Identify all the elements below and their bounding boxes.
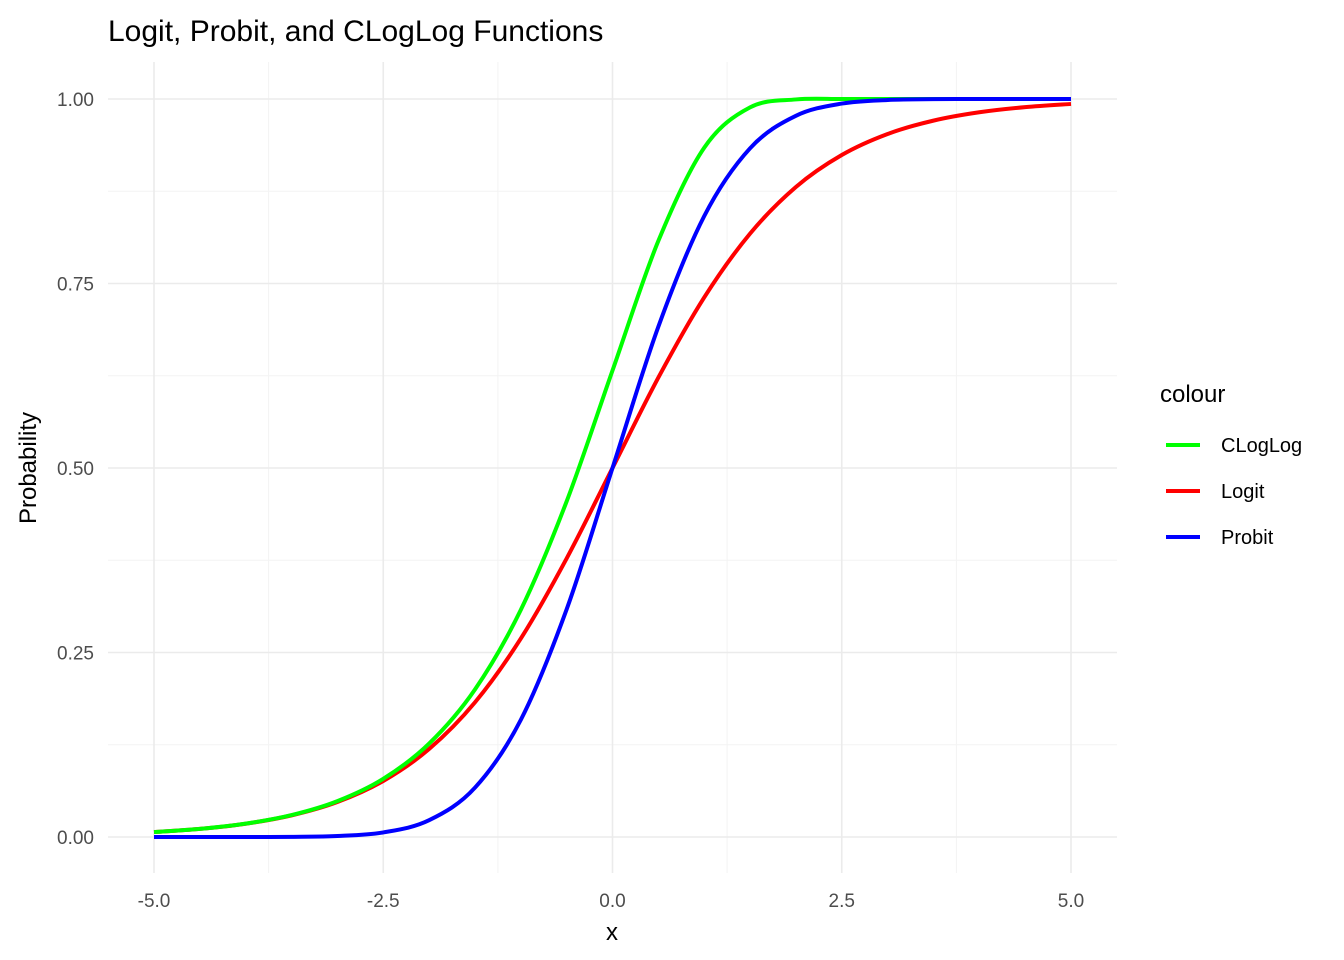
- legend-label-logit: Logit: [1221, 481, 1265, 503]
- legend-title: colour: [1160, 381, 1225, 408]
- legend-label-probit: Probit: [1221, 527, 1274, 549]
- x-axis-title: x: [606, 919, 618, 946]
- x-tick-label: 5.0: [1058, 891, 1084, 912]
- legend-label-cloglog: CLogLog: [1221, 435, 1302, 457]
- grid: [108, 62, 1117, 873]
- series-lines: [153, 96, 1072, 840]
- y-tick-label: 0.25: [57, 644, 94, 665]
- y-tick-label: 0.00: [57, 828, 94, 849]
- x-tick-label: -5.0: [138, 891, 171, 912]
- x-tick-label: 2.5: [829, 891, 855, 912]
- chart-title: Logit, Probit, and CLogLog Functions: [108, 15, 603, 48]
- y-tick-labels: 0.00 0.25 0.50 0.75 1.00: [57, 90, 94, 849]
- legend: colour CLogLog Logit Probit: [1160, 381, 1302, 549]
- x-tick-labels: -5.0 -2.5 0.0 2.5 5.0: [138, 891, 1085, 912]
- x-tick-label: 0.0: [599, 891, 625, 912]
- y-tick-label: 0.50: [57, 459, 94, 480]
- y-tick-label: 0.75: [57, 275, 94, 296]
- y-tick-label: 1.00: [57, 90, 94, 111]
- y-axis-title: Probability: [15, 412, 42, 524]
- series-line-probit: [154, 96, 1071, 840]
- x-tick-label: -2.5: [367, 891, 400, 912]
